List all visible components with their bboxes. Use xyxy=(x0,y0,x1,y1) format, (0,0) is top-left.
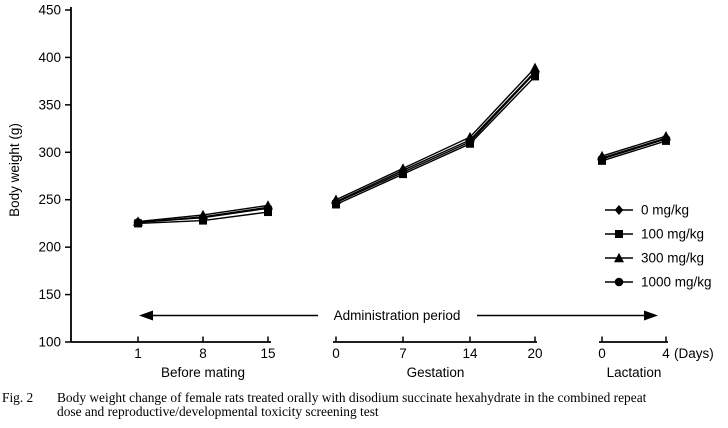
series-300-mg-kg-gestation xyxy=(331,62,540,204)
caption-label: Fig. 2 xyxy=(2,390,34,405)
circle-marker xyxy=(614,277,624,287)
y-tick-label: 400 xyxy=(38,50,61,65)
caption-line-2: dose and reproductive/developmental toxi… xyxy=(57,404,379,419)
series-100-mg-kg-gestation xyxy=(332,72,539,209)
series-1000-mg-kg-before-mating xyxy=(133,203,273,227)
x-tick-label: 15 xyxy=(260,346,275,361)
x-tick-label: 0 xyxy=(332,346,340,361)
x-axis-unit: (Days) xyxy=(674,346,714,361)
x-tick-label: 0 xyxy=(598,346,606,361)
triangle-marker xyxy=(614,252,624,263)
legend-item-1000-mg-kg: 1000 mg/kg xyxy=(605,275,712,290)
x-segment-label-before-mating: Before mating xyxy=(161,365,245,380)
x-tick-label: 8 xyxy=(199,346,207,361)
y-tick-label: 150 xyxy=(38,287,61,302)
x-tick-label: 14 xyxy=(462,346,478,361)
legend-item-100-mg-kg: 100 mg/kg xyxy=(605,227,704,242)
legend-label: 0 mg/kg xyxy=(641,203,689,218)
x-tick-label: 1 xyxy=(134,346,142,361)
y-tick-label: 250 xyxy=(38,192,61,207)
legend-item-300-mg-kg: 300 mg/kg xyxy=(605,251,704,266)
diamond-marker xyxy=(614,205,624,215)
y-tick-label: 200 xyxy=(38,240,61,255)
y-tick-label: 450 xyxy=(38,3,61,18)
x-tick-label: 7 xyxy=(399,346,407,361)
circle-marker xyxy=(263,203,273,213)
square-marker xyxy=(615,230,623,238)
y-tick-label: 350 xyxy=(38,97,61,112)
x-segment-label-gestation: Gestation xyxy=(407,365,465,380)
legend-label: 1000 mg/kg xyxy=(641,275,712,290)
circle-marker xyxy=(465,137,475,147)
legend-label: 300 mg/kg xyxy=(641,251,704,266)
administration-period-annotation: Administration period xyxy=(139,308,658,323)
circle-marker xyxy=(597,154,607,164)
series-1000-mg-kg-lactation xyxy=(597,134,671,164)
circle-marker xyxy=(133,218,143,227)
figure-caption: Fig. 2 Body weight change of female rats… xyxy=(2,391,726,419)
legend-item-0-mg-kg: 0 mg/kg xyxy=(605,203,689,218)
x-segment-label-lactation: Lactation xyxy=(607,365,662,380)
x-tick-label: 4 xyxy=(662,346,670,361)
annotation-text: Administration period xyxy=(334,308,461,323)
circle-marker xyxy=(198,213,208,223)
caption-text: Body weight change of female rats treate… xyxy=(57,391,726,419)
y-tick-label: 300 xyxy=(38,145,61,160)
y-axis-label: Body weight (g) xyxy=(7,123,22,217)
circle-marker xyxy=(530,68,540,77)
left-arrowhead-icon xyxy=(139,310,153,321)
series-0-mg-kg-gestation xyxy=(331,66,540,207)
legend-label: 100 mg/kg xyxy=(641,227,704,242)
circle-marker xyxy=(661,134,671,144)
circle-marker xyxy=(398,167,408,177)
y-axis: 100 150 200 250 300 350 400 450 Body weight (g) xyxy=(7,3,72,350)
x-axis-gestation: 0 7 14 20 Gestation xyxy=(332,336,543,380)
y-tick-label: 100 xyxy=(38,335,61,350)
right-arrowhead-icon xyxy=(644,310,658,321)
x-axis-before-mating: 1 8 15 Before mating xyxy=(71,336,276,380)
circle-marker xyxy=(331,198,341,207)
x-tick-label: 20 xyxy=(527,346,542,361)
caption-line-1: Body weight change of female rats treate… xyxy=(57,390,647,405)
legend: 0 mg/kg 100 mg/kg 300 mg/kg 1000 mg/kg xyxy=(605,203,712,290)
series-1000-mg-kg-gestation xyxy=(331,68,540,207)
